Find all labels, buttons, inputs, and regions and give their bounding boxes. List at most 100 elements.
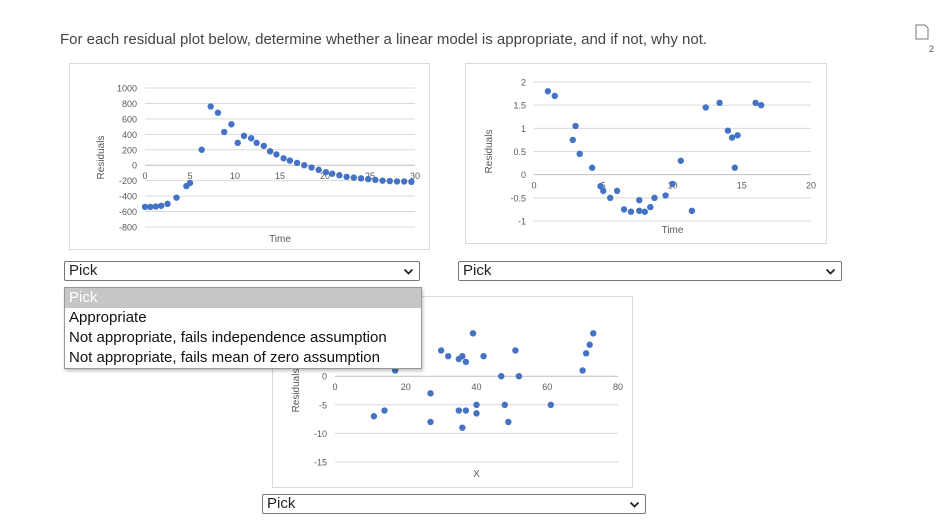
x-axis-label: Time [662, 225, 684, 236]
data-point [582, 350, 590, 357]
data-point [469, 330, 477, 337]
x-tick-label: 25 [365, 171, 375, 181]
data-point [228, 121, 235, 128]
data-point [734, 132, 741, 139]
data-point [688, 207, 696, 215]
data-point [480, 352, 487, 360]
y-tick-label: -400 [119, 192, 137, 202]
plot-1-dropdown-list: Pick Appropriate Not appropriate, fails … [64, 287, 422, 369]
data-point [544, 88, 552, 95]
data-point [459, 352, 466, 360]
y-tick-label: 0 [322, 372, 327, 382]
x-tick-label: 0 [332, 382, 337, 392]
y-axis-label: Residuals [96, 136, 107, 180]
data-point [512, 347, 519, 354]
x-tick-label: 0 [531, 181, 536, 191]
x-tick-label: 5 [187, 171, 192, 181]
dropdown-option-appropriate[interactable]: Appropriate [69, 309, 147, 326]
corner-badge: 2 [929, 44, 935, 54]
data-point [427, 390, 434, 397]
x-tick-label: 10 [230, 171, 240, 181]
data-point [677, 157, 685, 164]
data-point [576, 150, 583, 158]
data-point [343, 173, 350, 181]
y-tick-label: -15 [314, 458, 327, 468]
x-tick-label: 0 [142, 171, 147, 181]
plot-3-answer-select[interactable]: Pick [262, 494, 646, 514]
data-point [286, 157, 294, 164]
data-point [164, 200, 171, 208]
residual-plot-1: 1000 800 600 400 200 0 -200 -400 -600 -800 0 5 10 15 2… [69, 63, 430, 250]
x-tick-label: 80 [613, 382, 623, 392]
data-point [473, 410, 480, 417]
y-axis-label: Residuals [291, 369, 302, 413]
data-point [757, 101, 765, 109]
plot-1-answer-select[interactable]: Pick [64, 261, 420, 281]
data-point [401, 178, 408, 185]
data-point [207, 103, 214, 110]
chevron-down-icon [825, 268, 836, 275]
y-tick-label: -0.5 [510, 193, 526, 203]
y-tick-label: -10 [314, 429, 327, 439]
data-point [636, 196, 643, 204]
data-point [315, 166, 322, 174]
y-tick-label: 800 [122, 99, 137, 109]
y-tick-label: -200 [119, 176, 137, 186]
x-tick-label: 15 [275, 171, 285, 181]
dropdown-option-fails-mean-zero[interactable]: Not appropriate, fails mean of zero assu… [69, 349, 380, 366]
data-point [459, 424, 466, 431]
y-tick-label: 2 [521, 78, 526, 88]
residual-plot-2: 21.510.50-0.5-105101520TimeResiduals [465, 63, 827, 244]
y-tick-label: -5 [319, 400, 327, 410]
data-point [586, 341, 593, 348]
data-point [669, 180, 676, 188]
data-point [651, 194, 658, 202]
dropdown-option-fails-independence[interactable]: Not appropriate, fails independence assu… [69, 329, 387, 346]
data-point [293, 159, 301, 167]
data-point [627, 208, 635, 215]
data-point [248, 134, 255, 142]
data-point [186, 179, 194, 187]
data-point [408, 178, 415, 186]
data-point [266, 148, 274, 155]
data-point [620, 206, 628, 213]
y-tick-label: 1000 [117, 84, 137, 94]
data-point [551, 92, 558, 100]
y-tick-label: 0.5 [513, 147, 526, 157]
data-point [613, 187, 621, 195]
data-point [214, 109, 222, 116]
data-point [173, 194, 180, 201]
data-point [240, 132, 248, 140]
data-point [336, 172, 343, 179]
data-point [260, 142, 267, 150]
x-tick-label: 40 [471, 382, 481, 392]
y-tick-label: 1 [521, 124, 526, 134]
y-tick-label: 600 [122, 114, 137, 124]
data-point [505, 418, 512, 426]
chevron-down-icon [629, 501, 640, 508]
data-point [600, 187, 607, 195]
data-point [579, 367, 586, 374]
data-point [728, 134, 736, 141]
dropdown-option-pick[interactable]: Pick [65, 288, 421, 308]
data-point [445, 352, 452, 360]
data-point [606, 194, 614, 202]
x-axis-label: Time [269, 234, 291, 245]
data-point [329, 170, 336, 177]
data-point [370, 413, 378, 420]
y-tick-label: 200 [122, 145, 137, 155]
data-point [152, 203, 159, 210]
data-point [724, 127, 732, 134]
data-point [462, 358, 470, 366]
plot-2-answer-select[interactable]: Pick [458, 261, 842, 281]
page-icon[interactable] [915, 24, 929, 40]
data-point [662, 192, 669, 199]
x-tick-label: 20 [401, 382, 411, 392]
data-point [641, 208, 648, 215]
data-point [234, 139, 241, 147]
data-point [437, 347, 445, 354]
data-point [141, 203, 149, 211]
data-point [427, 418, 434, 426]
y-tick-label: -1 [518, 217, 526, 227]
data-point [462, 407, 470, 414]
